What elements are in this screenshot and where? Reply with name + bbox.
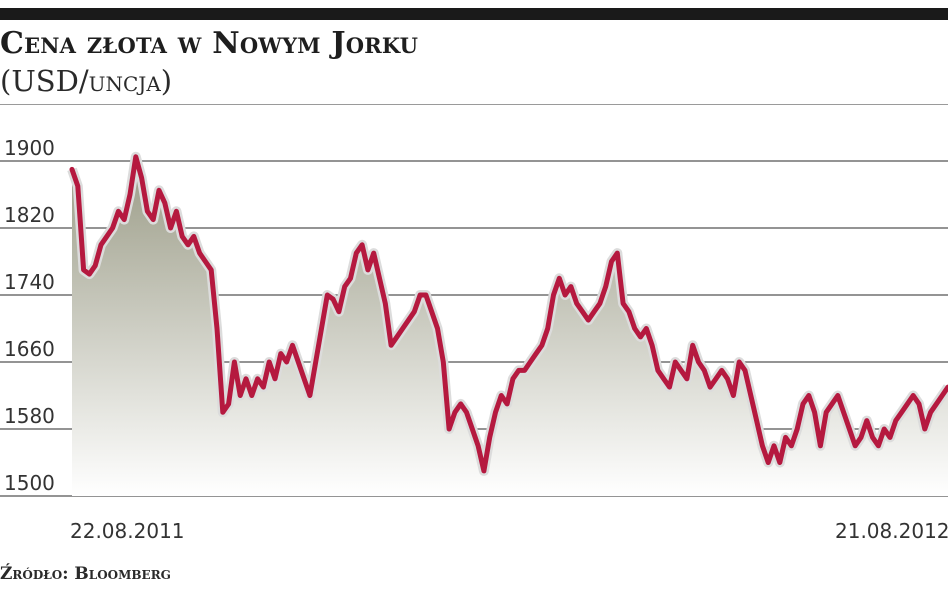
x-tick-end: 21.08.2012 xyxy=(835,519,948,543)
y-tick-label: 1820 xyxy=(4,203,55,227)
price-line xyxy=(69,154,948,474)
x-tick-start: 22.08.2011 xyxy=(70,519,185,543)
chart-title: Cena złota w Nowym Jorku xyxy=(0,26,419,61)
y-tick-label: 1660 xyxy=(4,337,55,361)
y-tick-label: 1900 xyxy=(4,140,55,160)
price-area xyxy=(72,156,948,497)
y-axis-ticks: 1900 1820 1740 1660 1580 1500 xyxy=(4,140,55,495)
chart-subtitle: (USD/uncja) xyxy=(0,64,173,98)
header-divider xyxy=(0,104,948,105)
gold-price-chart: 1900 1820 1740 1660 1580 1500 22.08.2011 21.0… xyxy=(0,140,948,543)
top-bar xyxy=(0,8,948,20)
y-tick-label: 1740 xyxy=(4,270,55,294)
y-tick-label: 1580 xyxy=(4,404,55,428)
y-tick-label: 1500 xyxy=(4,471,55,495)
source-note: Źródło: Bloomberg xyxy=(0,564,171,584)
